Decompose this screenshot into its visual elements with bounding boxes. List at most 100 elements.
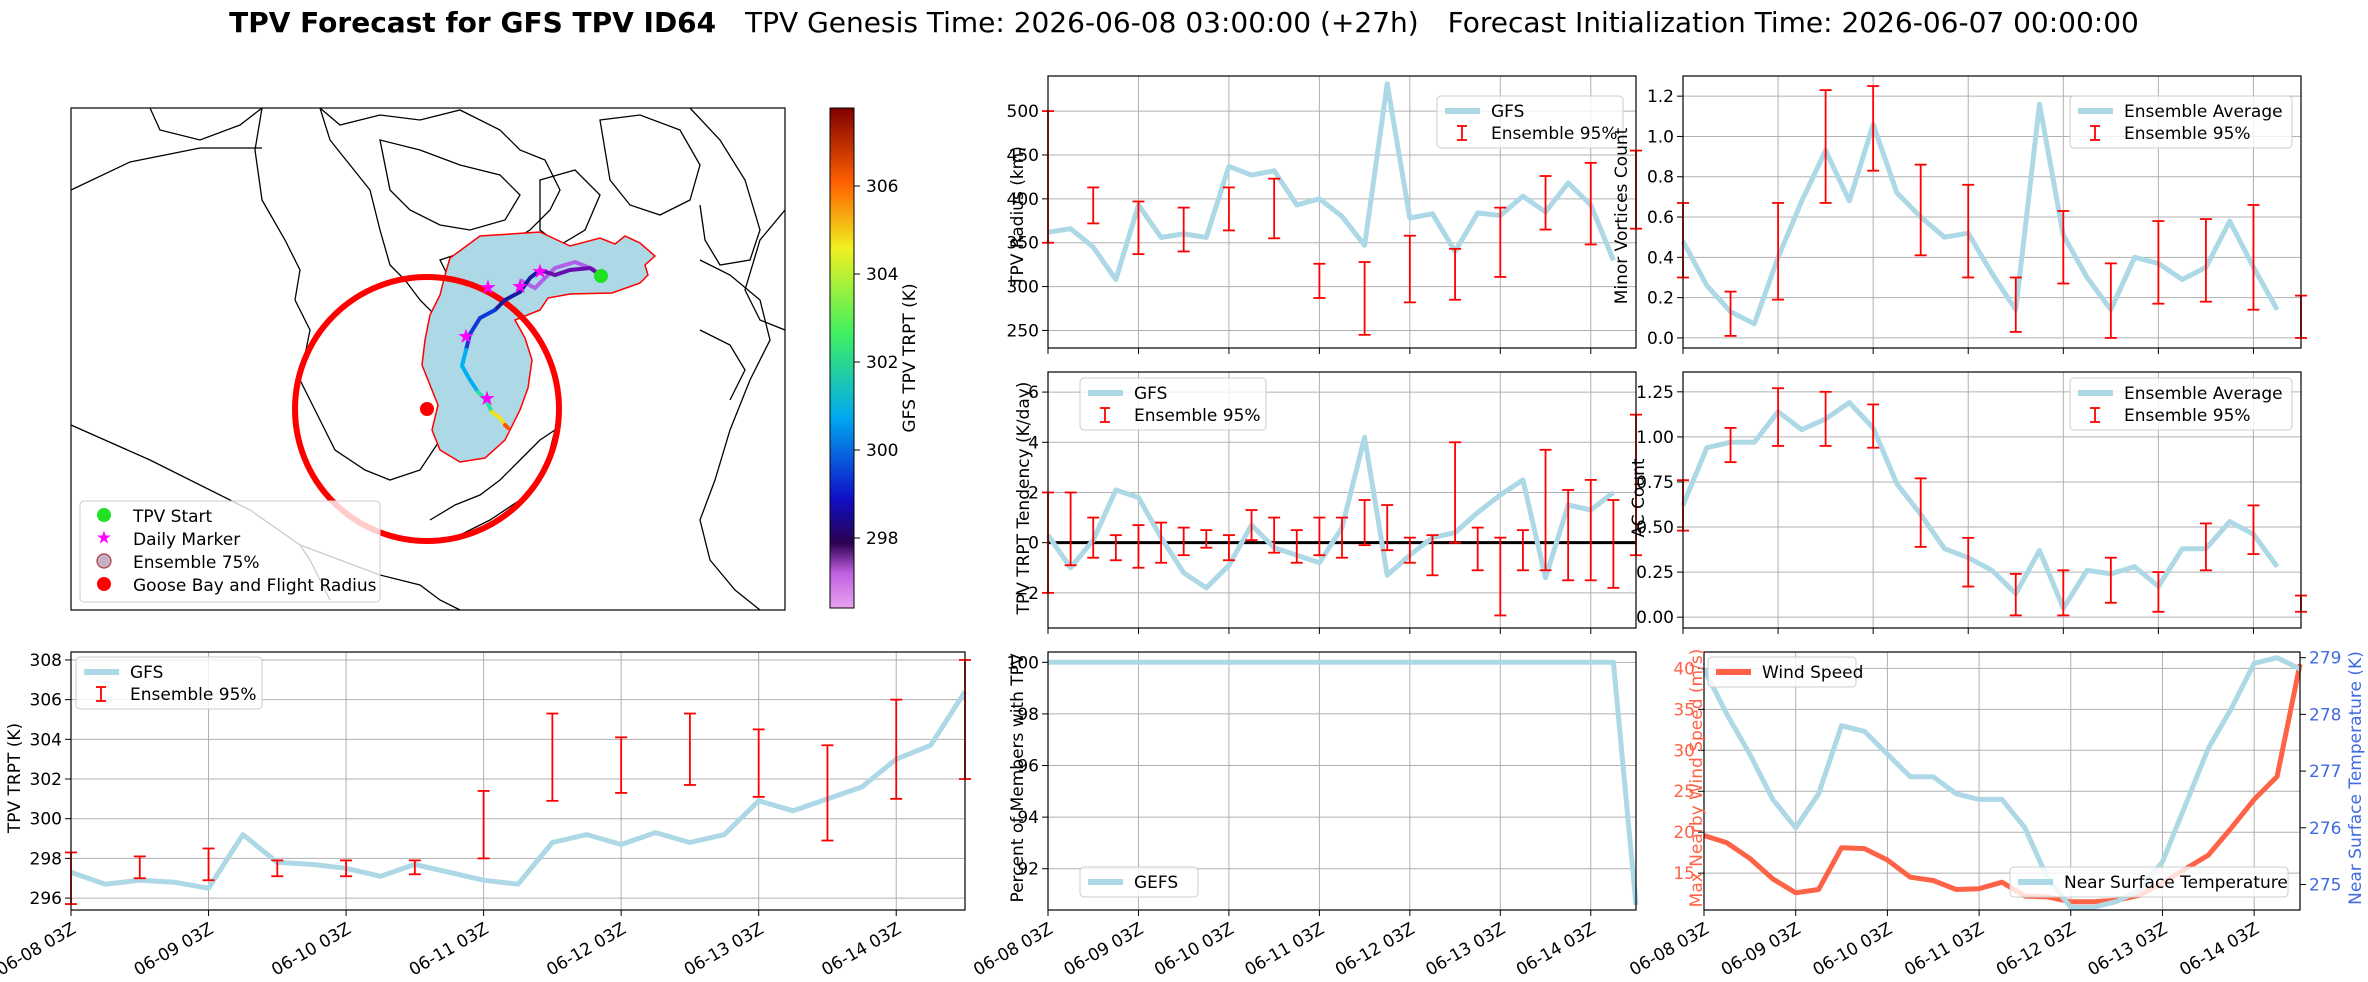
plot-frame (1682, 75, 2302, 349)
legend-tendency: GFS Ensemble 95% (1079, 377, 1267, 431)
y-tick-label: 298 (30, 849, 62, 869)
errorbar (2057, 569, 2070, 617)
y-tick-label: 96 (1017, 757, 1039, 777)
y-tick-label: 0 (1028, 534, 1039, 554)
series-line-gfs (70, 690, 968, 891)
legend-label: Wind Speed (1762, 663, 1863, 683)
errorbar (1819, 390, 1832, 447)
errorbar (1962, 183, 1975, 279)
legend-label-ensemble: Ensemble 75% (133, 553, 260, 573)
colorbar-ticks: 306 304 302 300 298 (854, 177, 898, 549)
colorbar-tick-label: 300 (866, 441, 898, 461)
errorbar (2009, 573, 2022, 617)
x-tick-label: 06-11 03Z (1242, 919, 1328, 980)
panel-minor-vortices: 0.0 0.2 0.4 0.6 0.8 1.0 1.2 Minor Vortices Cou… (1612, 75, 2307, 354)
plot-group-minor: 0.0 0.2 0.4 0.6 0.8 1.0 1.2 (1647, 75, 2307, 354)
y-tick-label: 1.25 (1636, 383, 1674, 403)
y-axis-label-tendency: TPV TRPT Tendency (K/day) (1014, 382, 1034, 616)
ensemble-track (519, 259, 596, 291)
daily-marker: ★ (457, 324, 475, 348)
y-tick-label: 0.75 (1636, 473, 1674, 493)
errorbar (1358, 261, 1371, 336)
daily-marker: ★ (478, 386, 496, 410)
y-tick-label: 98 (1017, 705, 1039, 725)
x-tick-label: 06-12 03Z (1993, 919, 2079, 980)
colorbar-tick-label: 304 (866, 265, 898, 285)
y-tick-label: 30 (1673, 741, 1695, 761)
errorbar (1539, 175, 1552, 231)
errorbar (1313, 516, 1326, 557)
x-tick-label: 06-14 03Z (818, 919, 904, 980)
colorbar-tick-label: 298 (866, 529, 898, 549)
legend-goose-bay-icon (97, 577, 111, 591)
legend-label: GFS (1134, 384, 1167, 404)
errorbar (1584, 479, 1597, 582)
errorbar (1381, 504, 1394, 552)
plot-frame (1703, 651, 2301, 911)
colorbar-label: GFS TPV TRPT (K) (900, 283, 920, 432)
errorbar (1607, 499, 1620, 589)
legend-ensemble-icon (96, 553, 112, 569)
errorbar (1772, 202, 1785, 301)
y-tick-label: 500 (1007, 102, 1039, 122)
errorbar (1772, 387, 1785, 447)
errorbar (1562, 489, 1575, 582)
y-tick-label: 0.50 (1636, 518, 1674, 538)
y-tick-label: 450 (1007, 146, 1039, 166)
errorbar (1724, 290, 1737, 337)
errorbar (1494, 536, 1507, 617)
errorbar (133, 855, 146, 880)
y2-tick-label: 277 (2309, 762, 2341, 782)
plot-group-ac: 0.00 0.25 0.50 0.75 1.00 1.25 (1636, 371, 2307, 634)
series-line-wind-speed (1703, 663, 2303, 905)
panel-trpt-tendency: −2 0 2 4 6 TPV TRPT Tendency (K/day) GFS Ens… (1014, 371, 1642, 634)
panel-wind-temperature: 15 20 25 30 35 40 275 276 277 278 279 06-08 03Z 06-0… (1626, 649, 2366, 981)
legend-label-daily-marker: Daily Marker (133, 530, 240, 550)
errorbar (1426, 534, 1439, 577)
legend-label: Ensemble 95% (1491, 124, 1618, 144)
series-line-near-surface-temperature (1701, 655, 2302, 910)
title-genesis: TPV Genesis Time: 2026-06-08 03:00:00 (+… (745, 6, 1419, 39)
y-tick-label: 100 (1007, 653, 1039, 673)
legend-label: GFS (1491, 102, 1524, 122)
x-tick-label: 06-12 03Z (1332, 919, 1418, 980)
errorbar (1200, 529, 1213, 549)
errorbar (1516, 529, 1529, 572)
errorbar (2247, 204, 2260, 311)
errorbar (1584, 161, 1597, 246)
flight-radius-circle (292, 274, 562, 544)
y2-tick-label: 278 (2309, 705, 2341, 725)
errorbar (2152, 220, 2165, 305)
errorbar (1867, 403, 1880, 449)
series-line-gfs (1047, 81, 1616, 283)
errorbar (1177, 206, 1190, 253)
x-tick-label: 06-08 03Z (0, 919, 80, 980)
y-tick-label: 0.00 (1636, 608, 1674, 628)
y-tick-label: 0.8 (1647, 168, 1674, 188)
errorbar (1155, 521, 1168, 564)
plot-frame (70, 651, 966, 911)
y-axis-label-wind: Max Nearby Wind Speed (m/s) (1687, 649, 1707, 908)
legend-daily-marker-icon: ★ (96, 528, 112, 549)
y-tick-label: 304 (30, 730, 62, 750)
y2-tick-label: 276 (2309, 819, 2341, 839)
title-bold: TPV Forecast for GFS TPV ID64 (229, 6, 717, 39)
colorbar-tick-label: 306 (866, 177, 898, 197)
x-tick-label: 06-09 03Z (1718, 919, 1804, 980)
errorbar (1358, 499, 1371, 547)
y-tick-label: 20 (1673, 823, 1695, 843)
map-panel: ★ ★ ★ ★ ★ TPV Start ★ Daily Marker Ensem… (70, 107, 920, 611)
errorbar (477, 790, 490, 860)
errorbar (1336, 516, 1348, 559)
errorbar (2057, 210, 2070, 285)
errorbar (1403, 536, 1416, 564)
legend-label: Ensemble 95% (2124, 124, 2251, 144)
figure-title: TPV Forecast for GFS TPV ID64 TPV Genesi… (0, 6, 2368, 39)
panel-tpv-trpt: 296 298 300 302 304 306 308 06-08 03Z 06-09 03Z 0… (0, 651, 971, 980)
y-tick-label: 1.00 (1636, 428, 1674, 448)
plot-group-radius: 250 300 350 400 450 500 (1007, 75, 1642, 354)
x-tick-label: 06-10 03Z (1151, 919, 1237, 980)
y-tick-label: 15 (1673, 864, 1695, 884)
errorbar (1268, 516, 1281, 554)
plot-frame (1047, 651, 1637, 911)
